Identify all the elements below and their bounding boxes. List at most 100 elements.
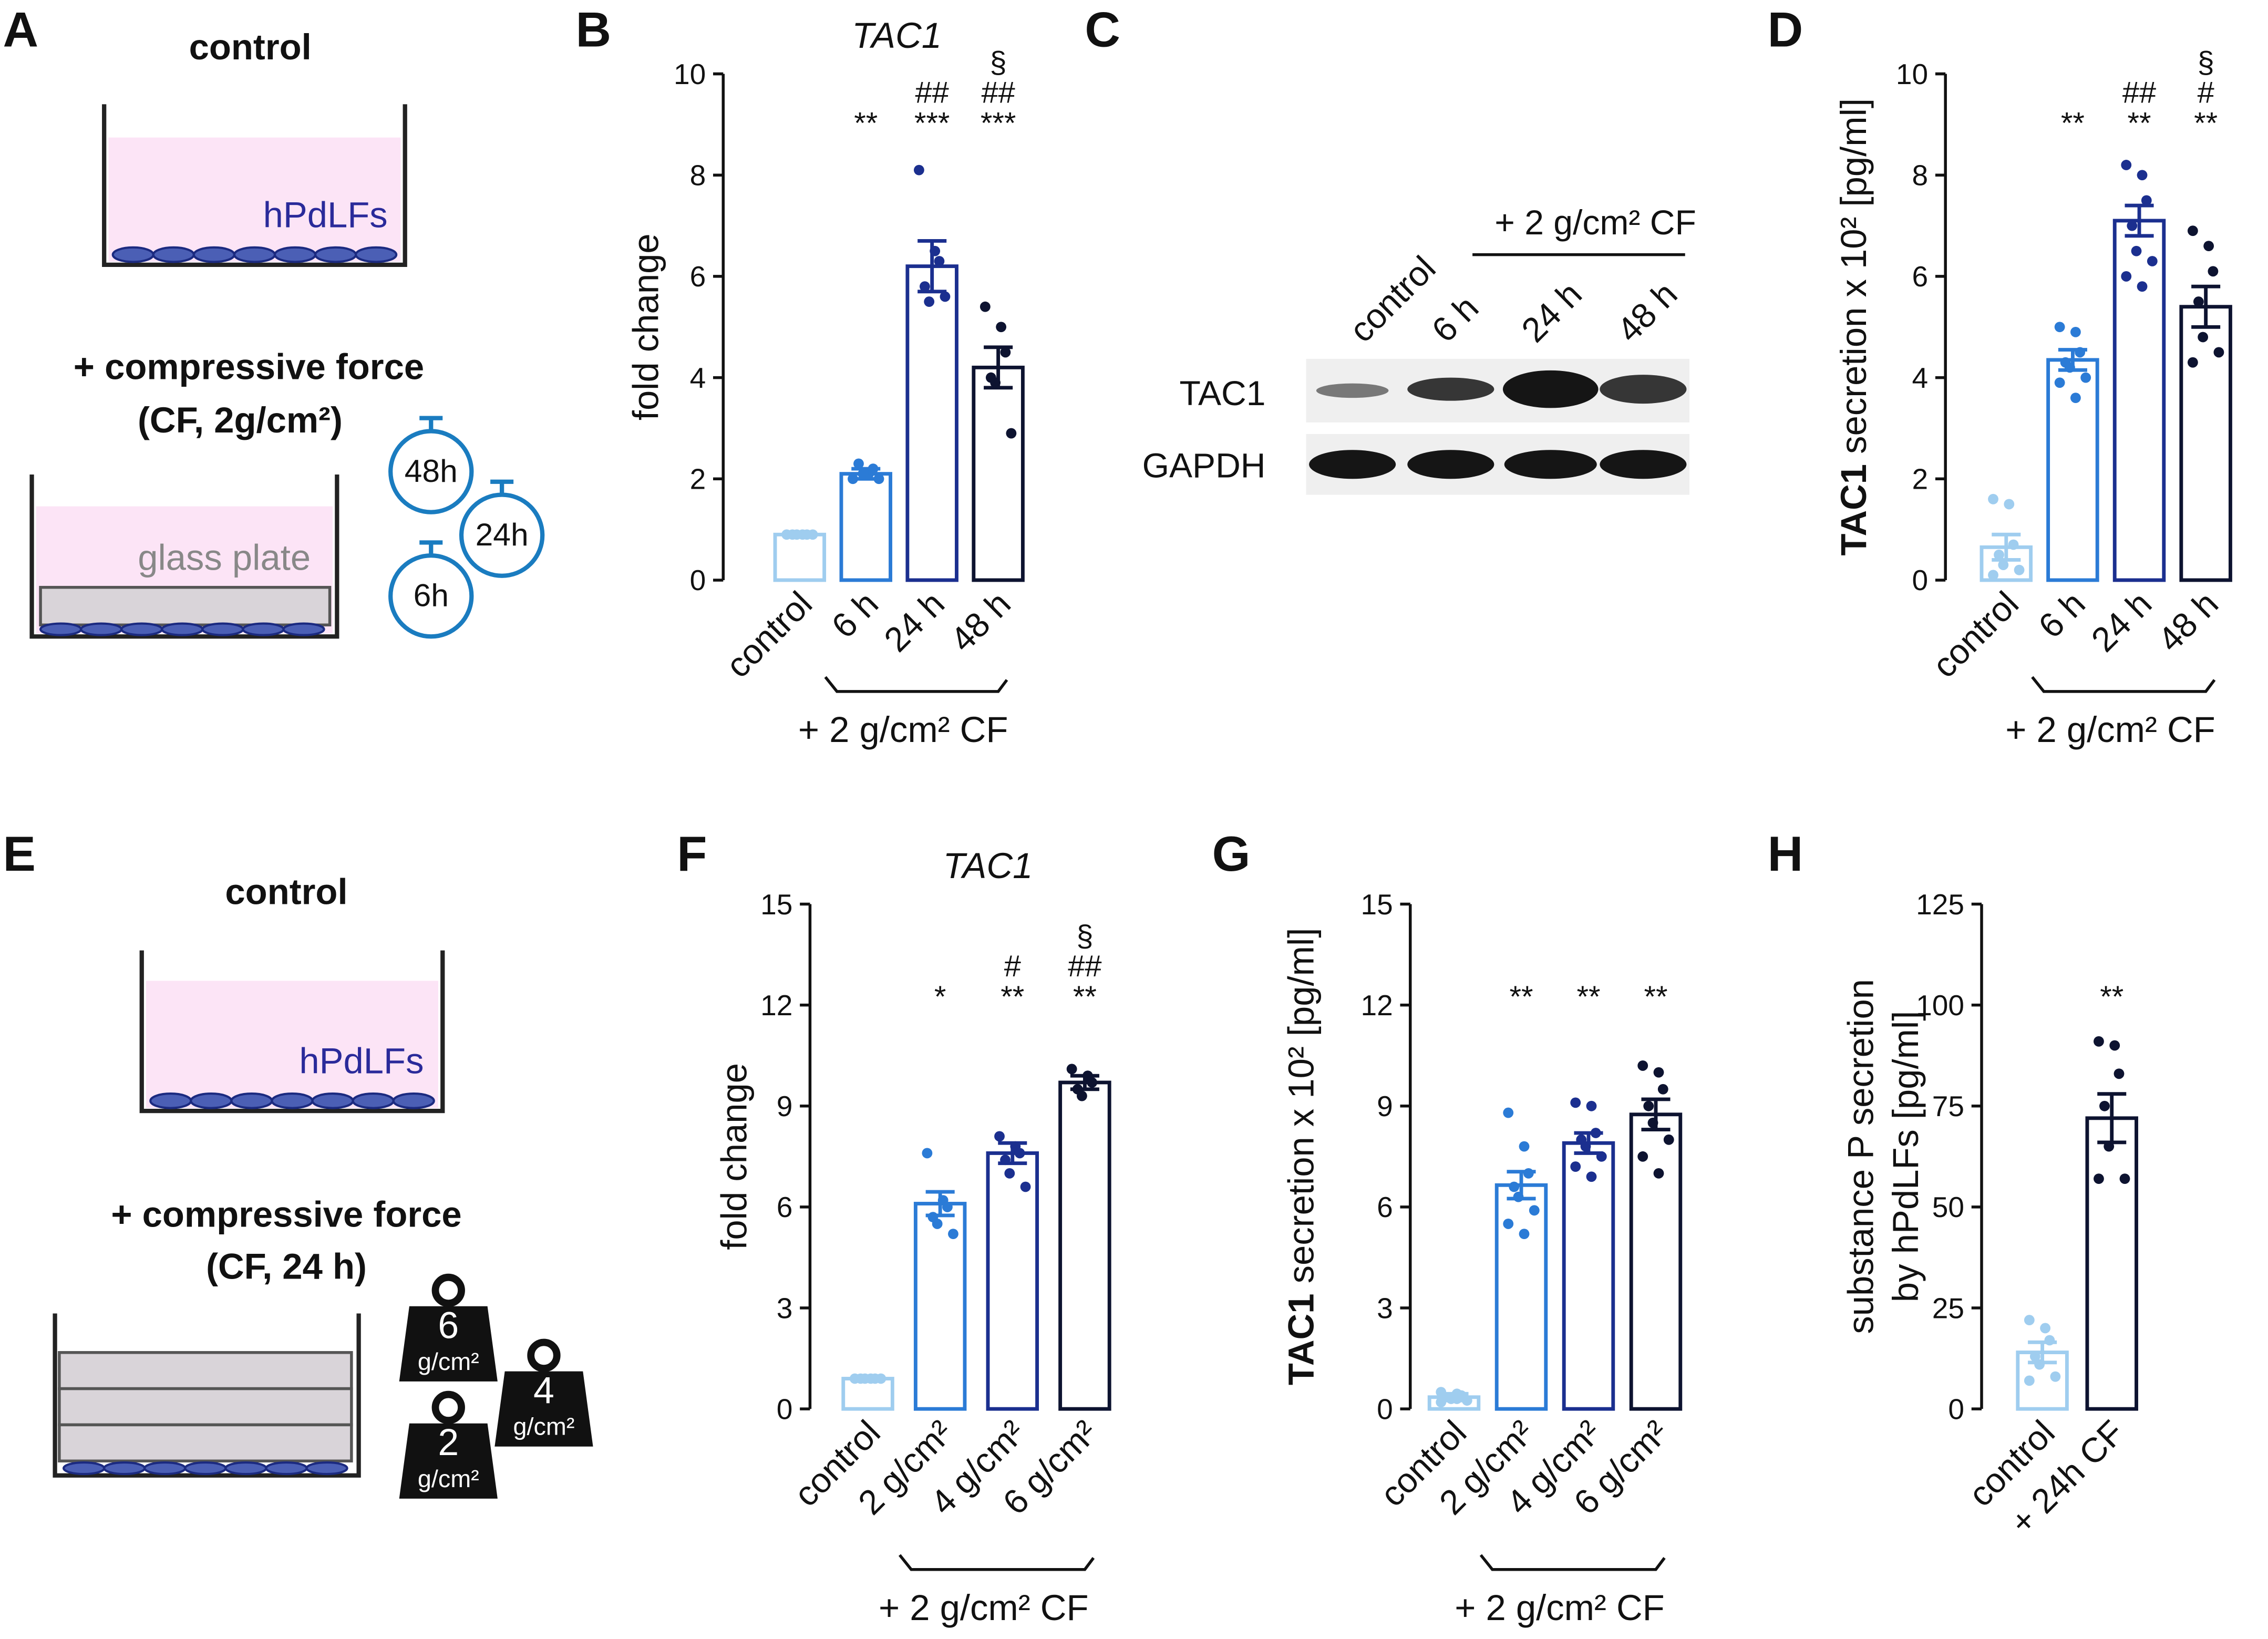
y-tick-label: 75 — [1932, 1090, 1964, 1122]
weight-value: 4 — [533, 1369, 554, 1411]
significance: * — [934, 980, 946, 1014]
data-point — [913, 164, 924, 176]
data-point — [2137, 281, 2148, 292]
data-point — [2050, 1371, 2061, 1382]
y-tick-label: 10 — [674, 58, 706, 90]
data-point — [1020, 1181, 1031, 1192]
data-point — [2187, 357, 2198, 368]
significance: ** — [2061, 106, 2085, 140]
data-point — [2024, 1375, 2035, 1386]
data-point — [1570, 1097, 1581, 1108]
data-point — [2141, 195, 2152, 206]
cells — [39, 622, 325, 636]
data-point — [1998, 560, 2009, 570]
data-point — [2121, 160, 2132, 170]
dish — [102, 104, 407, 267]
y-tick-label: 4 — [1912, 362, 1929, 394]
bar — [1058, 1080, 1111, 1411]
x-tick-label: 48 h — [943, 584, 1018, 659]
data-point — [1529, 1205, 1540, 1216]
data-point — [2040, 1323, 2051, 1334]
data-point — [1076, 1090, 1087, 1101]
bar — [2046, 358, 2099, 582]
chart-title: TAC1 — [852, 15, 942, 56]
data-point — [1519, 1141, 1530, 1152]
cells-label: hPdLFs — [263, 194, 388, 235]
data-point — [2208, 266, 2219, 277]
group-label: + 2 g/cm² CF — [1455, 1588, 1664, 1628]
y-tick-label: 6 — [690, 260, 706, 293]
data-point — [2034, 1359, 2045, 1370]
data-point — [1653, 1168, 1664, 1179]
dish — [139, 950, 445, 1114]
data-point — [1994, 549, 2004, 560]
data-point — [2104, 1141, 2115, 1152]
data-point — [1451, 1394, 1462, 1404]
y-axis-label-part: secretion x 10² [pg/ml] — [1833, 98, 1874, 464]
chart-title: TAC1 — [943, 846, 1033, 886]
data-point — [2064, 362, 2075, 373]
data-point — [1657, 1084, 1668, 1095]
data-point — [2137, 170, 2148, 181]
weight-unit: g/cm² — [418, 1465, 479, 1492]
data-point — [1586, 1171, 1597, 1182]
y-tick-label: 8 — [690, 159, 706, 192]
data-point — [2198, 332, 2209, 343]
significance: ** — [1644, 980, 1667, 1014]
y-tick-label: 25 — [1932, 1292, 1964, 1324]
cells — [111, 246, 398, 263]
data-point — [875, 1373, 886, 1384]
data-point — [1000, 1154, 1011, 1166]
bar — [986, 1151, 1039, 1411]
x-tick-label: 6 h — [824, 584, 885, 645]
y-tick-label: 50 — [1932, 1191, 1964, 1223]
data-point — [2044, 1335, 2055, 1346]
heading: + compressive force — [111, 1194, 461, 1234]
data-point — [932, 1219, 943, 1229]
data-point — [873, 473, 884, 485]
heading: (CF, 24 h) — [206, 1246, 367, 1286]
data-point — [2131, 245, 2142, 256]
significance: # — [1004, 950, 1021, 983]
data-point — [860, 1373, 870, 1384]
dish — [29, 475, 339, 639]
bar — [1494, 1183, 1548, 1411]
weight-value: 6 — [438, 1304, 459, 1346]
panel-label: G — [1212, 826, 1251, 881]
data-point — [1513, 1191, 1524, 1202]
data-point — [1066, 1064, 1077, 1075]
y-tick-label: 6 — [1377, 1191, 1393, 1223]
x-tick-label: control — [718, 584, 820, 685]
data-point — [2014, 564, 2025, 575]
y-tick-label: 6 — [777, 1191, 793, 1223]
data-point — [1000, 347, 1011, 358]
data-point — [924, 296, 935, 307]
data-point — [2109, 1040, 2120, 1051]
y-axis-label-part: TAC1 — [1281, 1294, 1321, 1386]
data-point — [848, 473, 858, 485]
data-point — [1503, 1219, 1514, 1229]
y-tick-label: 12 — [1360, 989, 1393, 1022]
error-bar — [2125, 203, 2154, 238]
significance: ** — [2100, 980, 2123, 1014]
y-tick-label: 3 — [777, 1292, 793, 1324]
data-point — [994, 1131, 1005, 1142]
y-axis-label-part: fold change — [625, 233, 666, 420]
y-tick-label: 2 — [690, 463, 706, 496]
data-point — [948, 1229, 958, 1240]
y-tick-label: 8 — [1912, 159, 1929, 192]
data-point — [1637, 1060, 1648, 1071]
bar — [839, 472, 892, 582]
data-point — [2070, 393, 2081, 404]
significance: ** — [2128, 106, 2151, 140]
bar — [2179, 305, 2232, 582]
lane-label: control — [1342, 249, 1443, 350]
y-axis-label-part: by hPdLFs [pg/ml] — [1885, 1011, 1926, 1302]
cells-label: hPdLFs — [299, 1041, 424, 1081]
data-point — [1586, 1100, 1597, 1111]
data-point — [2070, 326, 2081, 337]
row-label: GAPDH — [1142, 446, 1266, 485]
error-bar — [1992, 532, 2021, 562]
